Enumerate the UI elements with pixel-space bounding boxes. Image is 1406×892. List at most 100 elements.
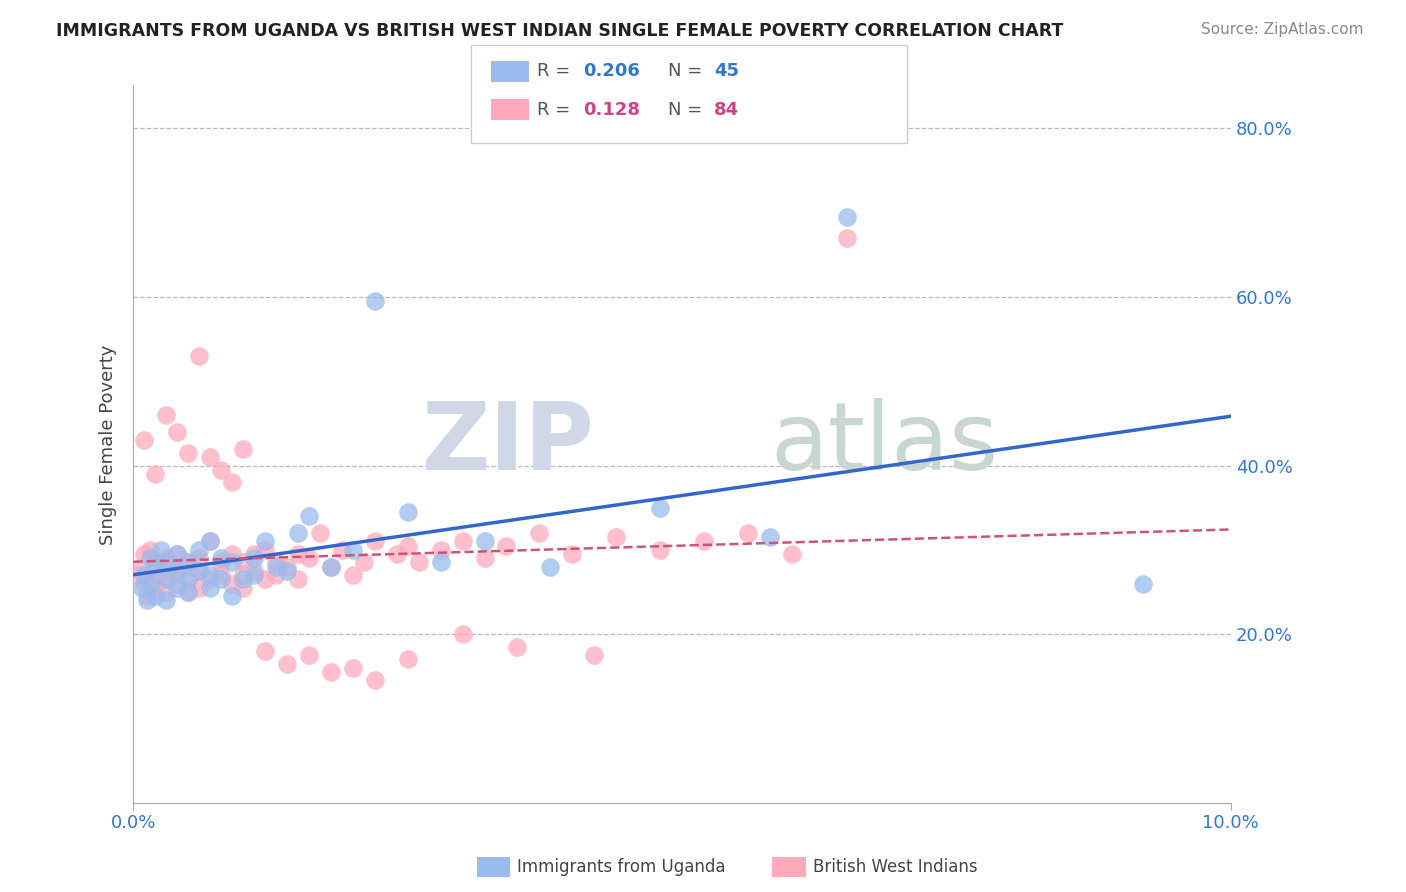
Point xyxy=(166,547,188,561)
Point xyxy=(396,505,419,519)
Point xyxy=(474,534,496,549)
Point xyxy=(276,657,298,671)
Point xyxy=(529,525,551,540)
Point xyxy=(155,593,177,607)
Point xyxy=(131,559,153,574)
Point xyxy=(135,589,157,603)
Point xyxy=(243,564,266,578)
Point xyxy=(166,576,188,591)
Point xyxy=(429,556,451,570)
Point xyxy=(177,556,200,570)
Text: British West Indians: British West Indians xyxy=(813,858,977,876)
Point xyxy=(287,547,309,561)
Point xyxy=(298,509,321,524)
Point xyxy=(160,559,183,574)
Point xyxy=(128,568,150,582)
Point xyxy=(221,576,243,591)
Point xyxy=(177,585,200,599)
Point xyxy=(177,572,200,586)
Text: 45: 45 xyxy=(714,62,740,80)
Point xyxy=(134,434,156,448)
Point xyxy=(330,542,353,557)
Point xyxy=(429,542,451,557)
Point xyxy=(134,547,156,561)
Point xyxy=(209,463,232,477)
Point xyxy=(232,572,254,586)
Point xyxy=(385,547,408,561)
Text: Immigrants from Uganda: Immigrants from Uganda xyxy=(517,858,725,876)
Point xyxy=(408,556,430,570)
Point xyxy=(177,572,200,586)
Point xyxy=(276,559,298,574)
Point xyxy=(506,640,529,654)
Point xyxy=(139,551,162,566)
Point xyxy=(155,572,177,586)
Point xyxy=(835,231,858,245)
Point xyxy=(264,559,287,574)
Point xyxy=(149,542,172,557)
Point xyxy=(139,542,162,557)
Point xyxy=(232,556,254,570)
Point xyxy=(232,442,254,456)
Point xyxy=(254,644,277,658)
Point xyxy=(254,542,277,557)
Point xyxy=(342,661,364,675)
Point xyxy=(364,673,387,688)
Y-axis label: Single Female Poverty: Single Female Poverty xyxy=(100,344,117,545)
Point xyxy=(364,534,387,549)
Point xyxy=(139,568,162,582)
Point xyxy=(166,425,188,439)
Point xyxy=(198,534,221,549)
Point xyxy=(188,349,211,363)
Point xyxy=(198,534,221,549)
Point xyxy=(198,572,221,586)
Point xyxy=(143,556,166,570)
Point xyxy=(583,648,606,662)
Point xyxy=(131,581,153,595)
Point xyxy=(188,581,211,595)
Point xyxy=(232,568,254,582)
Point xyxy=(276,564,298,578)
Point xyxy=(134,576,156,591)
Point xyxy=(166,568,188,582)
Point xyxy=(155,551,177,566)
Point xyxy=(143,559,166,574)
Point xyxy=(396,539,419,553)
Point xyxy=(188,564,211,578)
Point xyxy=(149,564,172,578)
Point xyxy=(1132,576,1154,591)
Point xyxy=(298,551,321,566)
Point xyxy=(364,294,387,309)
Point xyxy=(221,589,243,603)
Point xyxy=(155,572,177,586)
Point xyxy=(264,556,287,570)
Point xyxy=(298,648,321,662)
Text: R =: R = xyxy=(537,62,576,80)
Point xyxy=(319,559,342,574)
Point xyxy=(396,652,419,666)
Text: Source: ZipAtlas.com: Source: ZipAtlas.com xyxy=(1201,22,1364,37)
Point xyxy=(319,665,342,679)
Point xyxy=(177,585,200,599)
Point xyxy=(693,534,716,549)
Point xyxy=(209,572,232,586)
Point xyxy=(353,556,375,570)
Point xyxy=(143,467,166,481)
Point xyxy=(780,547,803,561)
Point xyxy=(243,551,266,566)
Point xyxy=(319,559,342,574)
Point xyxy=(451,534,474,549)
Point xyxy=(254,572,277,586)
Text: R =: R = xyxy=(537,101,576,119)
Point xyxy=(221,556,243,570)
Point xyxy=(221,475,243,490)
Text: 0.128: 0.128 xyxy=(583,101,641,119)
Point xyxy=(650,542,672,557)
Point xyxy=(287,572,309,586)
Point xyxy=(198,450,221,464)
Point xyxy=(177,446,200,460)
Point xyxy=(538,559,561,574)
Point xyxy=(737,525,759,540)
Point xyxy=(135,593,157,607)
Point xyxy=(221,547,243,561)
